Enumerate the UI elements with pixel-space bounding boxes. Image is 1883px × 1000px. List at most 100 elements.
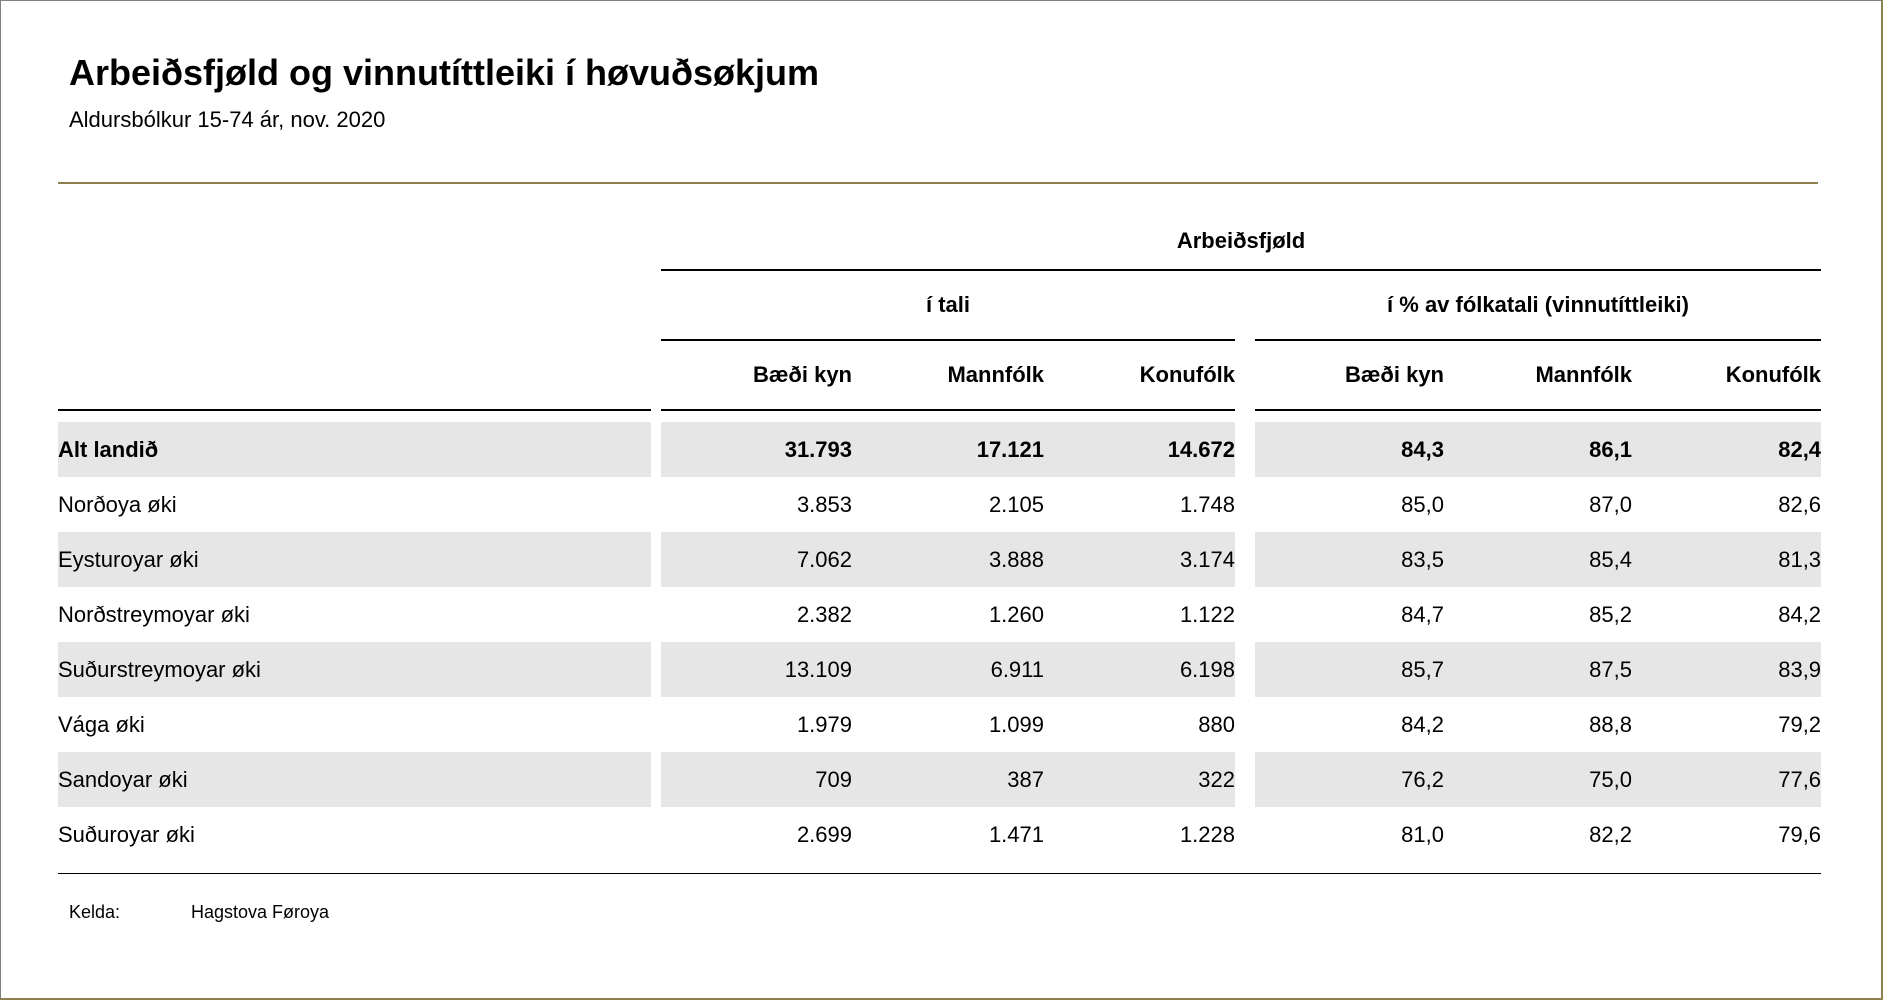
cell-value: 1.260 xyxy=(988,601,1044,627)
cell-value: 79,6 xyxy=(1778,821,1822,847)
row-label: Norðoya øki xyxy=(58,491,177,517)
table-row: Suðurstreymoyar øki 13.109 6.911 6.198 8… xyxy=(58,642,1822,697)
cell-value: 77,6 xyxy=(1632,752,1822,807)
table-body: Alt landið 31.793 17.121 14.672 84,3 86,… xyxy=(58,410,1822,862)
column-gap xyxy=(651,340,661,410)
table-row: Norðoya øki 3.853 2.105 1.748 85,0 87,0 … xyxy=(58,477,1821,532)
cell-value: 87,0 xyxy=(1589,491,1632,517)
cell-value: 322 xyxy=(1044,752,1235,807)
cell-value: 85,0 xyxy=(1401,491,1444,517)
table-row: Alt landið 31.793 17.121 14.672 84,3 86,… xyxy=(58,422,1822,477)
cell-value: 2.699 xyxy=(796,821,852,847)
cell-value: 1.099 xyxy=(988,711,1044,737)
cell-value: 31.793 xyxy=(661,422,852,477)
page-title: Arbeiðsfjøld og vinnutíttleiki í høvuðsø… xyxy=(69,52,820,93)
cell-value: 3.888 xyxy=(852,532,1044,587)
row-label: Norðstreymoyar øki xyxy=(58,601,250,627)
cell-value: 1.122 xyxy=(1179,601,1235,627)
cell-value: 7.062 xyxy=(661,532,852,587)
column-gap xyxy=(651,587,661,642)
data-table: Arbeiðsfjøld í tali í % av fólkatali (vi… xyxy=(58,213,1822,862)
column-gap xyxy=(651,422,661,477)
cell-value: 87,5 xyxy=(1444,642,1632,697)
source-label: Kelda: xyxy=(69,902,121,922)
cell-value: 2.382 xyxy=(796,601,852,627)
cell-value: 17.121 xyxy=(852,422,1044,477)
cell-value: 88,8 xyxy=(1589,711,1632,737)
closing-divider xyxy=(58,873,1821,874)
column-header-pct-men: Mannfólk xyxy=(1444,340,1632,411)
span-header: Arbeiðsfjøld xyxy=(661,213,1822,271)
cell-value: 75,0 xyxy=(1444,752,1632,807)
column-gap xyxy=(651,532,661,587)
column-gap xyxy=(651,807,661,862)
cell-value: 81,0 xyxy=(1401,821,1444,847)
column-header-pct-both: Bæði kyn xyxy=(1255,340,1444,411)
cell-value: 82,2 xyxy=(1589,821,1632,847)
table-head: Arbeiðsfjøld í tali í % av fólkatali (vi… xyxy=(58,213,1822,411)
group-header-row: í tali í % av fólkatali (vinnutíttleiki) xyxy=(58,270,1822,341)
row-label-header xyxy=(58,340,651,411)
cell-value: 14.672 xyxy=(1044,422,1235,477)
column-header-pct-women: Konufólk xyxy=(1632,340,1822,411)
cell-value: 3.174 xyxy=(1044,532,1235,587)
cell-value: 1.228 xyxy=(1179,821,1235,847)
empty-corner-cell xyxy=(58,270,661,340)
row-label: Suðurstreymoyar øki xyxy=(58,642,651,697)
cell-value: 85,2 xyxy=(1589,601,1632,627)
column-gap xyxy=(1235,340,1255,410)
column-gap xyxy=(1235,587,1255,642)
cell-value: 83,5 xyxy=(1255,532,1444,587)
column-gap xyxy=(651,642,661,697)
column-gap xyxy=(1235,477,1255,532)
table-row: Norðstreymoyar øki 2.382 1.260 1.122 84,… xyxy=(58,587,1821,642)
page-subtitle: Aldursbólkur 15-74 ár, nov. 2020 xyxy=(69,107,386,132)
cell-value: 82,4 xyxy=(1632,422,1822,477)
cell-value: 85,4 xyxy=(1444,532,1632,587)
column-gap xyxy=(1235,642,1255,697)
source-note: Kelda: Hagstova Føroya xyxy=(69,900,1818,924)
column-gap xyxy=(1235,270,1255,340)
cell-value: 83,9 xyxy=(1632,642,1822,697)
row-label: Sandoyar øki xyxy=(58,752,651,807)
column-gap xyxy=(651,752,661,807)
row-label: Vága øki xyxy=(58,711,145,737)
cell-value: 1.471 xyxy=(988,821,1044,847)
column-header-count-women: Konufólk xyxy=(1044,340,1235,411)
column-gap xyxy=(1235,807,1255,862)
span-header-row: Arbeiðsfjøld xyxy=(58,213,1822,271)
column-header-count-both: Bæði kyn xyxy=(661,340,852,411)
cell-value: 3.853 xyxy=(796,491,852,517)
source-value: Hagstova Føroya xyxy=(191,902,330,922)
table-row: Eysturoyar øki 7.062 3.888 3.174 83,5 85… xyxy=(58,532,1822,587)
table-row: Vága øki 1.979 1.099 880 84,2 88,8 79,2 xyxy=(58,697,1821,752)
cell-value: 6.911 xyxy=(852,642,1044,697)
cell-value: 1.748 xyxy=(1179,491,1235,517)
header-body-spacer xyxy=(58,410,1821,422)
cell-value: 82,6 xyxy=(1778,491,1822,517)
cell-value: 76,2 xyxy=(1255,752,1444,807)
row-label: Suðuroyar øki xyxy=(58,821,195,847)
cell-value: 81,3 xyxy=(1632,532,1822,587)
column-gap xyxy=(651,477,661,532)
cell-value: 84,2 xyxy=(1778,601,1822,627)
cell-value: 6.198 xyxy=(1044,642,1235,697)
table-row: Sandoyar øki 709 387 322 76,2 75,0 77,6 xyxy=(58,752,1822,807)
cell-value: 2.105 xyxy=(988,491,1044,517)
top-divider xyxy=(58,182,1818,184)
cell-value: 84,7 xyxy=(1401,601,1444,627)
group-header-percent: í % av fólkatali (vinnutíttleiki) xyxy=(1255,270,1822,341)
column-gap xyxy=(1235,752,1255,807)
empty-corner-cell xyxy=(58,213,661,270)
column-header-row: Bæði kyn Mannfólk Konufólk Bæði kyn Mann… xyxy=(58,340,1822,411)
cell-value: 84,3 xyxy=(1255,422,1444,477)
table-row: Suðuroyar øki 2.699 1.471 1.228 81,0 82,… xyxy=(58,807,1821,862)
column-gap xyxy=(1235,532,1255,587)
row-label: Eysturoyar øki xyxy=(58,532,651,587)
cell-value: 13.109 xyxy=(661,642,852,697)
group-header-count: í tali xyxy=(661,270,1235,341)
cell-value: 85,7 xyxy=(1255,642,1444,697)
column-gap xyxy=(1235,697,1255,752)
cell-value: 387 xyxy=(852,752,1044,807)
